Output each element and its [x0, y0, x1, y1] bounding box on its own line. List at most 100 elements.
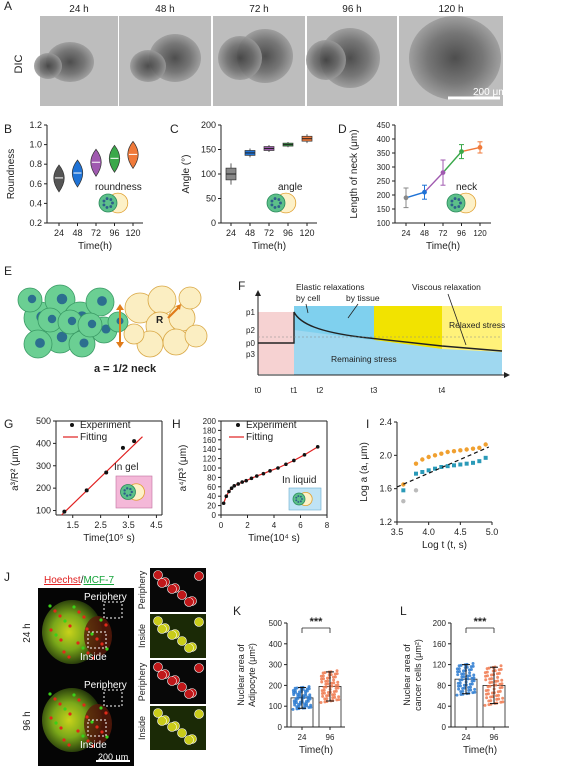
legend-fitting: Fitting	[80, 432, 107, 443]
x-tick-label: 24	[298, 733, 307, 742]
y-tick-label: 120	[433, 661, 447, 670]
panel-c-angle-chart: 0 50 100 150 200 24 48 72 96 120 Angle (°) Time(h) a…	[181, 120, 317, 252]
panel-h-loglog-chart: 1.2 1.6 2.0 2.4 3.5 4.0 4.5 5.0 Log a (a, μm) Log…	[359, 417, 498, 551]
panel-letter-e: E	[4, 264, 12, 278]
x-tick-label: 24	[402, 229, 411, 238]
timepoint-label: 48 h	[155, 4, 174, 15]
fluorescence-main-1: Periphery Inside 96 h	[22, 676, 134, 766]
experiment-point	[229, 486, 234, 491]
y-tick-label: 350	[377, 149, 391, 158]
periphery-label: Periphery	[84, 680, 127, 691]
experiment-point	[276, 466, 280, 470]
inset-label: In gel	[114, 462, 138, 473]
significance-marker: ***	[474, 616, 488, 628]
experiment-point	[249, 476, 254, 481]
scale-bar-label: 200 μm	[473, 87, 507, 98]
y-tick-label: 200	[433, 619, 447, 628]
y-tick-label: 100	[377, 219, 391, 228]
experiment-point	[120, 445, 125, 450]
x-tick-label: 96	[326, 733, 335, 742]
scale-label-main: 200 μm	[98, 752, 128, 762]
stain-separator: /	[81, 575, 84, 586]
dic-row-label: DIC	[13, 54, 25, 73]
neck-caption: a = 1/2 neck	[94, 363, 157, 375]
y-tick-label: 160	[203, 436, 217, 445]
experiment-point	[240, 480, 244, 484]
experiment-point	[236, 482, 241, 486]
y-tick-label: 0.6	[29, 179, 42, 189]
y-tick-label: 40	[437, 702, 446, 711]
x-tick-label: 24	[54, 228, 64, 238]
x-tick-label: 8	[325, 521, 330, 530]
y-tick-label: 140	[203, 445, 217, 454]
y-axis-label-1: Nuclear area of	[402, 644, 412, 706]
y-tick-label: 80	[207, 473, 216, 482]
adipocyte-cell	[123, 323, 145, 345]
y-tick-label: 200	[203, 417, 217, 426]
periphery-label: Periphery	[84, 592, 127, 603]
zoom-label: Inside	[137, 624, 147, 648]
inside-label: Inside	[80, 740, 107, 751]
experiment-point	[268, 469, 272, 473]
i-annot-elastic: Elastic relaxations	[296, 282, 365, 292]
experiment-point	[84, 488, 89, 493]
panel-letter-f: F	[238, 279, 245, 293]
dic-tile-3	[213, 16, 305, 106]
cell-cluster-illustration	[17, 284, 208, 359]
y-tick-label: 200	[377, 191, 391, 200]
dic-tile-5	[399, 16, 503, 106]
experiment-point	[284, 462, 288, 467]
row-time-label: 96 h	[22, 711, 33, 730]
spheroid-inset-icon	[120, 483, 145, 501]
i-annot-relaxed: Relaxed stress	[449, 320, 505, 330]
row-time-label: 24 h	[22, 623, 33, 642]
i-x-label: t0	[255, 386, 262, 395]
dic-tile-1	[34, 16, 118, 106]
series-point	[433, 466, 437, 471]
y-tick-label: 160	[433, 640, 447, 649]
periphery-box	[103, 689, 123, 707]
scale-label-zoom: 20 μm	[170, 752, 195, 762]
y-tick-label: 500	[36, 416, 51, 426]
i-x-label: t4	[439, 386, 446, 395]
y-axis-label: a⁴/R³ (μm)	[178, 445, 189, 492]
panel-letter-i: I	[366, 417, 369, 431]
y-tick-label: 300	[269, 661, 283, 670]
inset-label: neck	[456, 182, 478, 193]
y-axis-label: Roundness	[6, 149, 17, 200]
x-tick-label: 3.5	[122, 520, 135, 530]
series-point	[426, 468, 431, 473]
panel-f-gel-chart: 100 200 300 400 500 1.5 2.5 3.5 4.5 a³/R² (μm) Tim…	[10, 416, 163, 544]
inset-label: angle	[278, 182, 303, 193]
x-tick-label: 120	[473, 229, 487, 238]
panel-l-cancer-chart: 0 40 80 120 160 200 24 96 Nuclear area of cancer …	[402, 616, 509, 756]
series-point	[458, 448, 463, 453]
x-tick-label: 24	[226, 228, 236, 238]
panel-letter-g: G	[4, 417, 13, 431]
series-point	[483, 455, 488, 460]
y-tick-label: 0	[442, 723, 447, 732]
x-tick-label: 5.0	[486, 527, 499, 537]
y-axis-label: Log a (a, μm)	[359, 442, 370, 502]
y-tick-label: 200	[201, 120, 216, 130]
legend-experiment: Experiment	[80, 420, 131, 431]
timepoint-label: 120 h	[438, 4, 463, 15]
dic-tile-2	[119, 16, 211, 106]
i-x-label: t2	[317, 386, 324, 395]
y-tick-label: 150	[201, 145, 216, 155]
series-point	[445, 449, 450, 455]
panel-a: DIC 24 h 48 h 72 h 96 h 120 h 200 μm	[13, 4, 507, 106]
radius-label: R	[156, 315, 164, 326]
zoom-1	[150, 614, 206, 658]
fit-line	[61, 436, 143, 516]
fit-line	[396, 446, 490, 488]
x-axis-label: Time(h)	[426, 241, 460, 252]
zoom-label: Periphery	[137, 570, 147, 609]
y-tick-label: 100	[36, 506, 51, 516]
series-point	[477, 445, 482, 451]
panel-e-schematic: R a = 1/2 neck	[17, 284, 208, 375]
i-y-label: p1	[246, 308, 255, 317]
x-tick-label: 48	[420, 229, 429, 238]
